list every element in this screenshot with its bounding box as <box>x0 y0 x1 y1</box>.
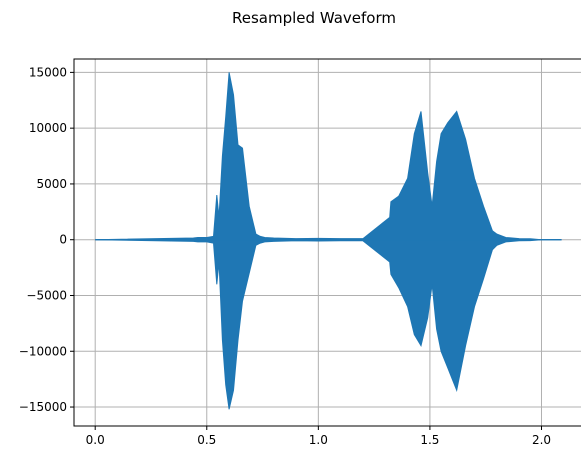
x-tick-label: 1.0 <box>309 433 328 447</box>
y-tick-label: 5000 <box>36 177 67 191</box>
y-tick-label: 0 <box>59 233 67 247</box>
x-tick-label: 0.5 <box>197 433 216 447</box>
chart-title: Resampled Waveform <box>232 9 396 27</box>
y-tick-label: −5000 <box>26 288 67 302</box>
x-tick-label: 1.5 <box>420 433 439 447</box>
x-tick-label: 0.0 <box>86 433 105 447</box>
x-tick-label: 2.0 <box>532 433 551 447</box>
y-tick-label: −10000 <box>19 344 67 358</box>
waveform-envelope <box>95 72 562 410</box>
plot-frame <box>73 58 581 427</box>
waveform-series <box>95 72 562 410</box>
y-tick-label: 15000 <box>29 65 67 79</box>
y-tick-label: −15000 <box>19 400 67 414</box>
y-tick-label: 10000 <box>29 121 67 135</box>
axis-ticks: 0.0 0.5 1.0 1.5 2.0 −15000 −10000 −5000 0 5000 100… <box>19 65 551 447</box>
